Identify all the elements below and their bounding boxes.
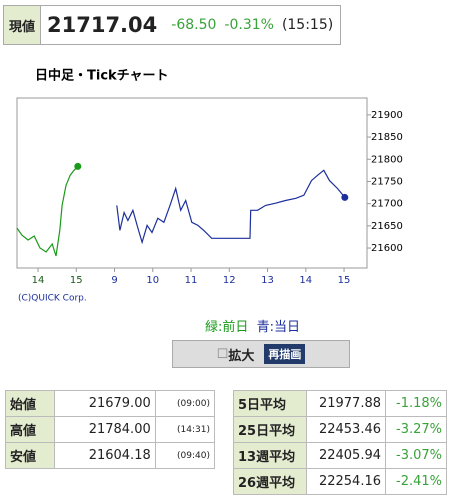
plot-frame [16, 97, 368, 269]
y-tick-label: 21750 [371, 176, 403, 187]
change-pct: -0.31% [224, 17, 274, 33]
checkbox-label[interactable]: 拡大 [228, 348, 255, 364]
cell: -3.27% [385, 416, 447, 443]
copyright: (C)QUICK Corp. [18, 294, 87, 304]
row: 始値 21679.00 (09:00) [4, 390, 216, 417]
cell: -1.18% [385, 390, 447, 417]
redraw-button[interactable]: 再描画 [264, 344, 306, 364]
change: -68.50 [171, 17, 217, 33]
y-tick-label: 21700 [371, 199, 403, 210]
y-tick-label: 21600 [371, 243, 403, 254]
cell: 26週平均 [232, 468, 308, 495]
x-tick-label: 10 [146, 275, 159, 286]
x-tick-label: 15 [70, 275, 83, 286]
row: 高値 21784.00 (14:31) [4, 416, 216, 443]
cell: (09:40) [154, 442, 216, 469]
cell: 22453.46 [306, 416, 386, 443]
series-line [116, 169, 346, 245]
y-tick-label: 21900 [371, 110, 403, 121]
row: 13週平均 22405.94 -3.07% [232, 442, 447, 469]
checkbox-box[interactable]: ☐ [216, 346, 229, 362]
y-tick-label: 21850 [371, 132, 403, 143]
cell: (09:00) [154, 390, 216, 417]
controls: ☐ 拡大 再描画 [172, 340, 350, 368]
row: 安値 21604.18 (09:40) [4, 442, 216, 469]
x-tick-label: 14 [32, 275, 45, 286]
cell: -2.41% [385, 468, 447, 495]
average-table: 5日平均 21977.88 -1.18% 25日平均 22453.46 -3.27% 13週… [232, 390, 447, 495]
y-tick-label: 21650 [371, 221, 403, 232]
cell: 22405.94 [306, 442, 386, 469]
cell: 21604.18 [54, 442, 156, 469]
cell: 13週平均 [232, 442, 308, 469]
cell: (14:31) [154, 416, 216, 443]
row: 26週平均 22254.16 -2.41% [232, 468, 447, 495]
x-tick-label: 12 [223, 275, 236, 286]
chart: 日中足・Tickチャート (C)QUICK Corp. 21600 21650 21… [16, 68, 403, 304]
cell: 始値 [4, 390, 56, 417]
quote-header: 現値 21717.04 -68.50 -0.31% (15:15) [3, 5, 341, 45]
cell: 21679.00 [54, 390, 156, 417]
cell: 安値 [4, 442, 56, 469]
x-tick-label: 15 [338, 275, 351, 286]
price-table: 始値 21679.00 (09:00) 高値 21784.00 (14:31) 安値 2160… [4, 390, 216, 469]
x-tick-label: 11 [185, 275, 198, 286]
legend-entry: 緑:前日 [205, 320, 249, 335]
end-dot [74, 162, 82, 170]
end-dot [341, 193, 349, 201]
x-tick-label: 13 [261, 275, 274, 286]
cell: 21784.00 [54, 416, 156, 443]
row: 5日平均 21977.88 -1.18% [232, 390, 447, 417]
cell: 22254.16 [306, 468, 386, 495]
x-tick-label: 9 [111, 275, 117, 286]
price-label: 現値 [4, 6, 41, 44]
y-tick-label: 21800 [371, 154, 403, 165]
cell: 25日平均 [232, 416, 308, 443]
time: (15:15) [281, 17, 334, 33]
price: 21717.04 [47, 13, 158, 37]
x-tick-label: 14 [299, 275, 312, 286]
legend: 緑:前日 青:当日 [205, 316, 300, 335]
cell: 5日平均 [232, 390, 308, 417]
cell: 高値 [4, 416, 56, 443]
cell: -3.07% [385, 442, 447, 469]
cell: 21977.88 [306, 390, 386, 417]
row: 25日平均 22453.46 -3.27% [232, 416, 447, 443]
legend-entry: 青:当日 [256, 320, 301, 335]
series-line [16, 165, 79, 257]
chart-title: 日中足・Tickチャート [35, 68, 169, 84]
